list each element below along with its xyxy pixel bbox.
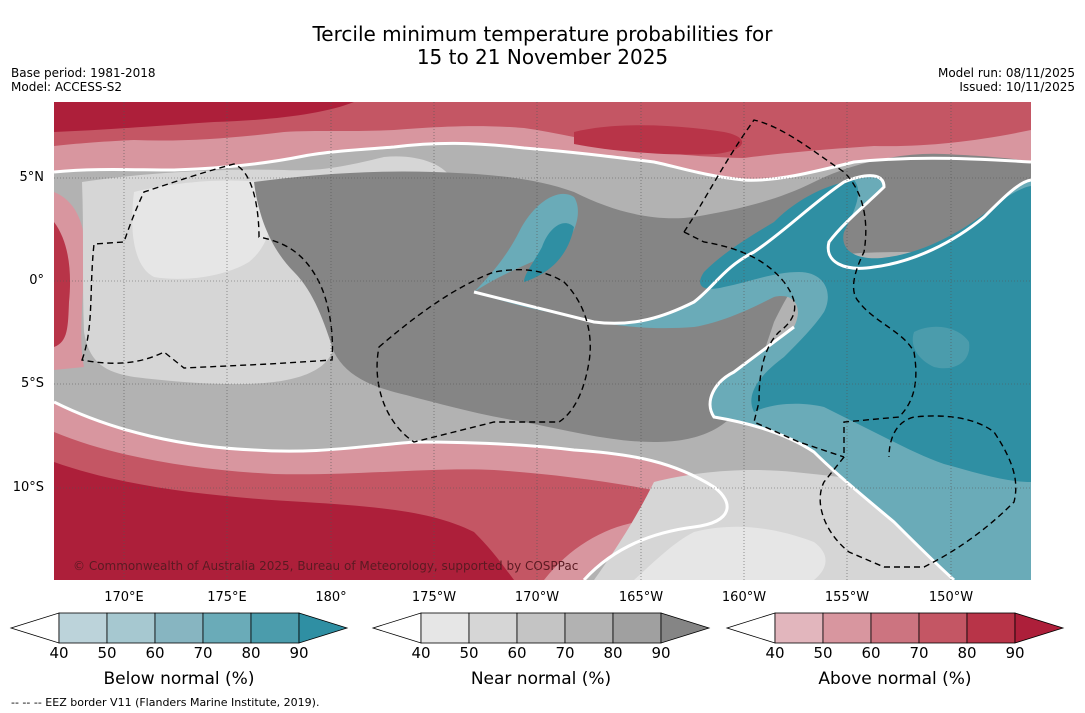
issued-text: Issued: 10/11/2025	[959, 80, 1075, 94]
above-normal-west-core	[54, 222, 71, 347]
base-period-text: Base period: 1981-2018	[11, 66, 156, 80]
below-normal-east-core	[524, 180, 1031, 482]
above-normal-north-peak	[54, 102, 354, 132]
cbar1-tick-60: 60	[507, 644, 527, 662]
colorbar-0-segment-0	[58, 612, 108, 644]
eez-border-phoenix	[376, 269, 591, 443]
colorbar-1-segment-0	[420, 612, 470, 644]
lat-label-5s: 5°S	[20, 376, 44, 391]
colorbar-below-normal	[9, 612, 349, 644]
colorbar-0-segment-4	[250, 612, 300, 644]
meta-right: Model run: 08/11/2025 Issued: 10/11/2025	[938, 66, 1075, 94]
cbar0-tick-70: 70	[193, 644, 213, 662]
near-normal-west-lighter	[132, 180, 272, 279]
lon-label-150w: 150°W	[928, 590, 974, 605]
cbar2-title: Above normal (%)	[818, 669, 972, 689]
title-line-1: Tercile minimum temperature probabilitie…	[312, 22, 773, 46]
colorbar-0-segment-1	[106, 612, 156, 644]
colorbar-0-over-triangle	[298, 612, 349, 644]
model-run-text: Model run: 08/11/2025	[937, 66, 1075, 80]
lat-label-0: 0°	[29, 273, 44, 288]
contour-north-boundary	[54, 141, 1031, 182]
cbar0-tick-50: 50	[97, 644, 117, 662]
colorbar-2-segment-2	[870, 612, 920, 644]
cbar2-tick-60: 60	[861, 644, 881, 662]
colorbars	[9, 612, 1065, 644]
eez-border-kiribati-gilbert	[81, 163, 334, 369]
contour-blue-boundary	[473, 174, 1031, 325]
colorbar-1-over-triangle	[660, 612, 711, 644]
cbar1-tick-70: 70	[555, 644, 575, 662]
lon-label-175w: 175°W	[411, 590, 457, 605]
cbar1-tick-50: 50	[459, 644, 479, 662]
eez-footnote: -- -- -- EEZ border V11 (Flanders Marine…	[11, 696, 320, 709]
contour-south-boundary	[54, 400, 729, 580]
cbar1-tick-90: 90	[651, 644, 671, 662]
lon-label-170e: 170°E	[104, 590, 144, 605]
eez-border-line-islands-west	[683, 231, 845, 458]
copyright-text: © Commonwealth of Australia 2025, Bureau…	[73, 559, 579, 573]
above-normal-north-peak-2	[574, 125, 743, 155]
lon-label-180: 180°	[315, 590, 347, 605]
colorbar-0-segment-3	[202, 612, 252, 644]
lon-label-165w: 165°W	[618, 590, 664, 605]
lon-label-175e: 175°E	[207, 590, 247, 605]
colorbar-2-segment-3	[918, 612, 968, 644]
lon-label-170w: 170°W	[514, 590, 560, 605]
eez-borders	[81, 119, 1017, 568]
cbar0-tick-60: 60	[145, 644, 165, 662]
contour-blue-boundary-south	[708, 325, 956, 580]
cbar2-tick-70: 70	[909, 644, 929, 662]
colorbar-0-under-triangle	[9, 612, 60, 644]
colorbar-1-segment-3	[564, 612, 614, 644]
colorbar-1-segment-4	[612, 612, 662, 644]
lon-label-160w: 160°W	[721, 590, 767, 605]
near-normal-southeast-lighter	[634, 526, 826, 580]
above-normal-north-core	[54, 102, 1031, 158]
colorbar-1-segment-2	[516, 612, 566, 644]
colorbar-1-segment-1	[468, 612, 518, 644]
cbar2-tick-40: 40	[765, 644, 785, 662]
colorbar-2-under-triangle	[725, 612, 776, 644]
lon-label-155w: 155°W	[824, 590, 870, 605]
colorbar-2-segment-1	[822, 612, 872, 644]
cbar0-tick-90: 90	[289, 644, 309, 662]
cbar1-tick-80: 80	[603, 644, 623, 662]
lat-label-5n: 5°N	[19, 170, 45, 185]
probability-map	[54, 102, 1031, 580]
graticule	[54, 102, 1031, 580]
model-text: Model: ACCESS-S2	[11, 80, 123, 94]
meta-left: Base period: 1981-2018 Model: ACCESS-S2	[11, 66, 156, 94]
cbar2-tick-80: 80	[957, 644, 977, 662]
title-line-2: 15 to 21 November 2025	[416, 45, 669, 69]
colorbar-2-segment-4	[966, 612, 1016, 644]
cbar0-tick-80: 80	[241, 644, 261, 662]
colorbar-2-segment-0	[774, 612, 824, 644]
above-normal-south-core	[54, 462, 514, 580]
cbar0-title: Below normal (%)	[103, 669, 255, 689]
colorbar-1-under-triangle	[371, 612, 422, 644]
colorbar-near-normal	[371, 612, 711, 644]
colorbar-0-segment-2	[154, 612, 204, 644]
eez-border-line-islands	[683, 119, 1017, 568]
colorbar-above-normal	[725, 612, 1065, 644]
cbar1-title: Near normal (%)	[470, 669, 612, 689]
below-normal-east-inner	[912, 326, 970, 369]
lat-label-10s: 10°S	[12, 480, 44, 495]
cbar2-tick-90: 90	[1005, 644, 1025, 662]
cbar1-tick-40: 40	[411, 644, 431, 662]
colorbar-2-over-triangle	[1014, 612, 1065, 644]
cbar2-tick-50: 50	[813, 644, 833, 662]
cbar0-tick-40: 40	[49, 644, 69, 662]
